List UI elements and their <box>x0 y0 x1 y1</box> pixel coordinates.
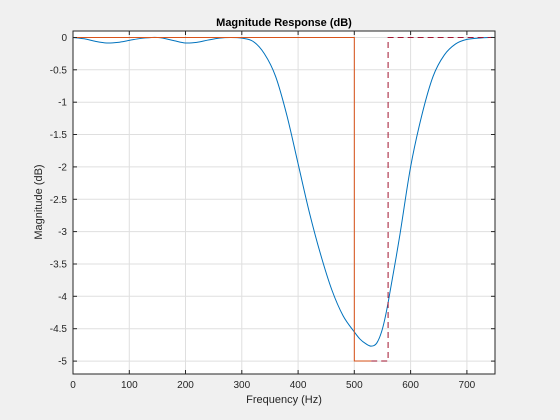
series-layer <box>72 36 496 362</box>
x-tick-label: 300 <box>233 380 250 391</box>
chart-title: Magnitude Response (dB) <box>216 17 352 29</box>
x-tick-label: 600 <box>402 380 419 391</box>
x-tick-labels: 0 100 200 300 400 500 600 700 <box>70 380 475 391</box>
x-axis-label: Frequency (Hz) <box>246 394 322 406</box>
x-tick-label: 200 <box>177 380 194 391</box>
y-axis-label: Magnitude (dB) <box>33 164 45 239</box>
x-tick-label: 0 <box>70 380 76 391</box>
y-tick-label: 0 <box>61 33 67 44</box>
x-tick-label: 700 <box>459 380 476 391</box>
x-tick-label: 400 <box>290 380 307 391</box>
y-tick-label: -1.5 <box>50 130 68 141</box>
axes-box <box>72 30 496 375</box>
y-tick-label: -4 <box>58 292 67 303</box>
y-tick-labels: 0 -0.5 -1 -1.5 -2 -2.5 -3 -3.5 -4 -4.5 -5 <box>50 33 68 368</box>
x-tick-label: 100 <box>121 380 138 391</box>
spec-mask-dashed-line <box>371 36 495 362</box>
spec-mask-solid-line <box>73 36 372 362</box>
y-tick-label: -2.5 <box>50 195 68 206</box>
y-tick-label: -2 <box>58 162 67 173</box>
y-tick-label: -5 <box>58 357 67 368</box>
axes-background <box>73 31 495 374</box>
y-tick-label: -4.5 <box>50 324 68 335</box>
y-tick-label: -1 <box>58 98 67 109</box>
tick-marks <box>72 31 495 374</box>
x-tick-label: 500 <box>346 380 363 391</box>
y-tick-label: -0.5 <box>50 65 68 76</box>
y-tick-label: -3.5 <box>50 260 68 271</box>
y-tick-label: -3 <box>58 227 67 238</box>
